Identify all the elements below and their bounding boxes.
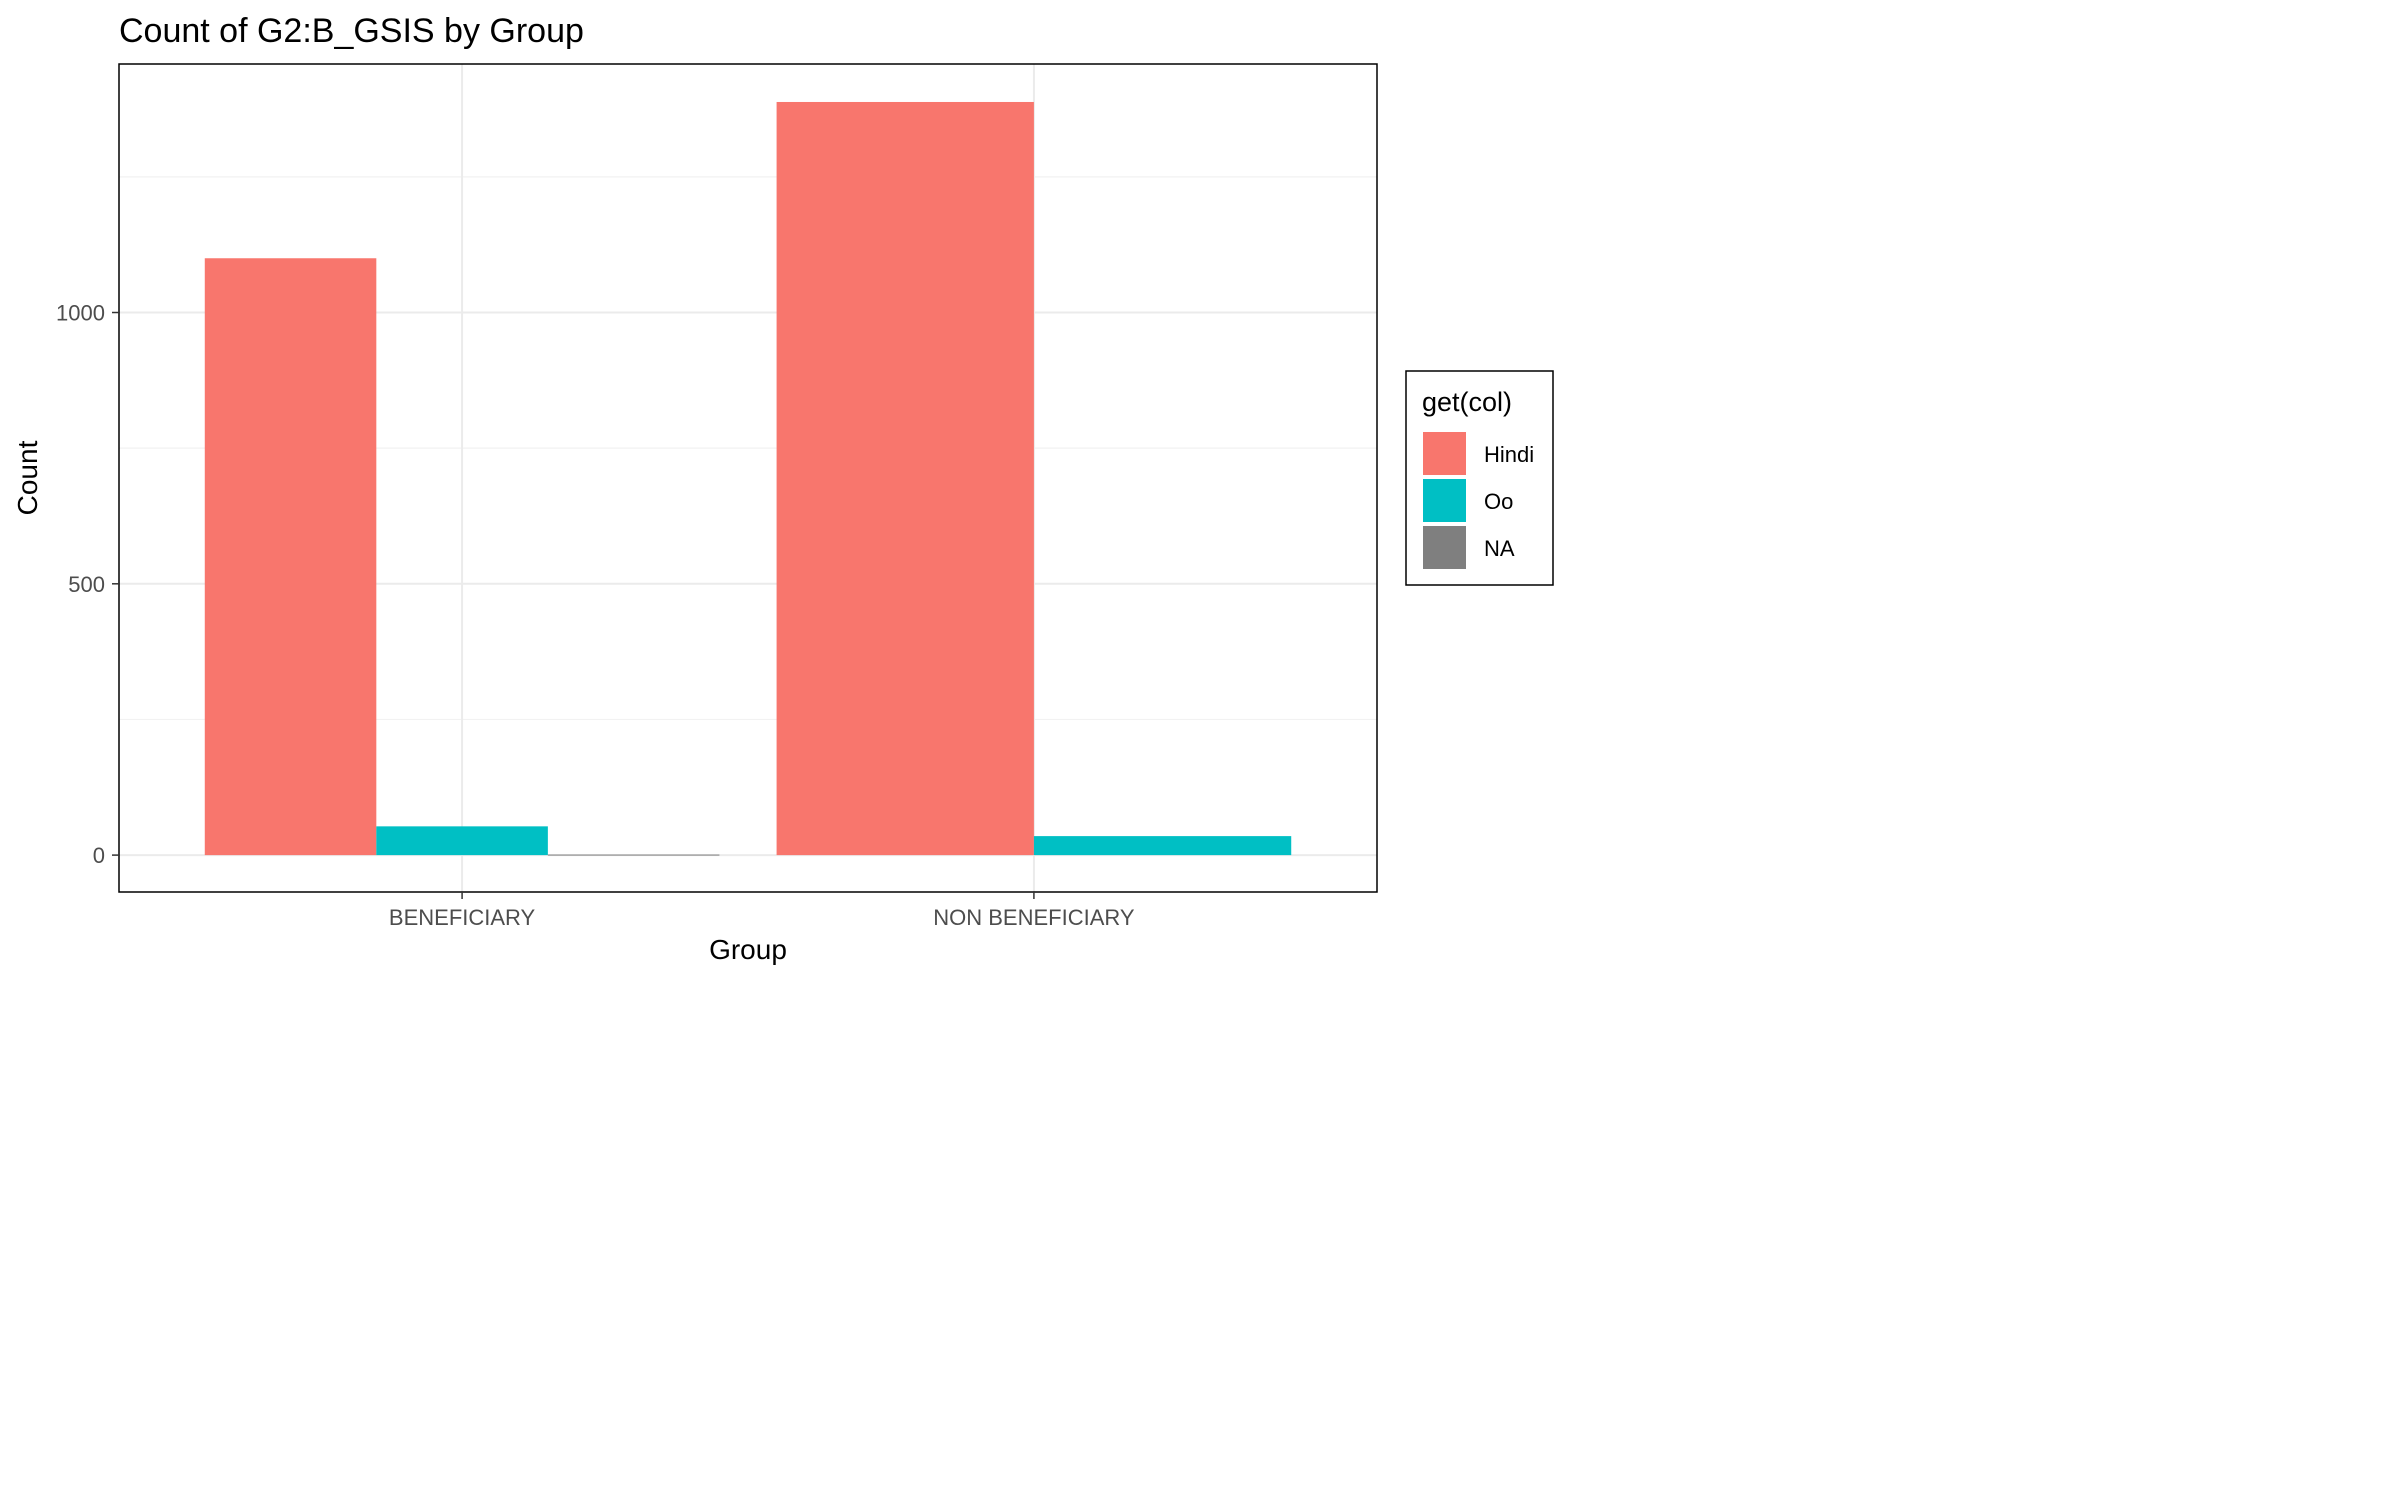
legend: get(col) Hindi Oo NA xyxy=(1405,370,1554,586)
y-tick-label: 1000 xyxy=(56,301,105,326)
legend-swatch-oo xyxy=(1423,479,1466,522)
legend-label-oo: Oo xyxy=(1484,489,1513,514)
chart-title: Count of G2:B_GSIS by Group xyxy=(119,12,584,50)
legend-swatch-hindi xyxy=(1423,432,1466,475)
legend-swatch-na xyxy=(1423,526,1466,569)
legend-label-hindi: Hindi xyxy=(1484,442,1534,467)
y-tick-label: 500 xyxy=(68,572,105,597)
x-tick-label: NON BENEFICIARY xyxy=(933,905,1135,930)
x-axis-title: Group xyxy=(709,934,787,965)
bar-oo-1 xyxy=(376,826,548,856)
bar-na-1 xyxy=(547,854,720,856)
bar-chart: Count of G2:B_GSIS by Group 0 500 1000 BEN… xyxy=(12,12,1554,965)
bar-hindi-1 xyxy=(204,258,377,856)
bar-oo-2 xyxy=(1033,836,1292,856)
plot-panel-border xyxy=(118,63,1378,893)
y-tick-label: 0 xyxy=(93,843,105,868)
y-axis: 0 500 1000 xyxy=(56,301,119,868)
x-tick-label: BENEFICIARY xyxy=(389,905,536,930)
legend-title: get(col) xyxy=(1422,387,1512,417)
y-axis-title: Count xyxy=(12,440,43,515)
bar-hindi-2 xyxy=(776,101,1034,856)
x-axis: BENEFICIARY NON BENEFICIARY xyxy=(389,892,1135,930)
bars xyxy=(204,101,1292,856)
legend-items: Hindi Oo NA xyxy=(1423,432,1534,569)
legend-label-na: NA xyxy=(1484,536,1515,561)
